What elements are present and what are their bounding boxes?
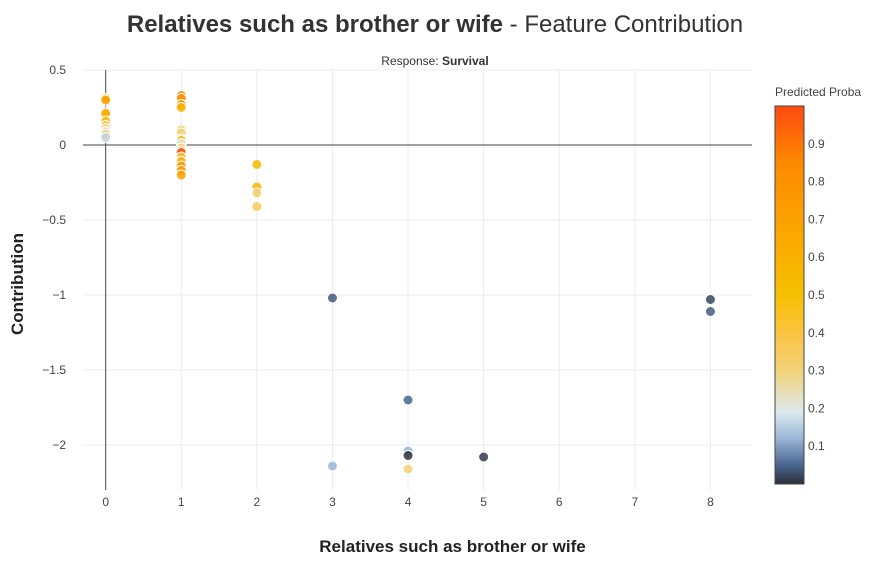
colorbar-tick-label: 0.9 — [808, 137, 825, 151]
x-tick-label: 1 — [178, 495, 185, 509]
y-tick-label: 0.5 — [49, 63, 66, 77]
x-tick-label: 5 — [480, 495, 487, 509]
colorbar-tick-label: 0.1 — [808, 439, 825, 453]
data-point — [402, 463, 414, 475]
y-axis-label: Contribution — [8, 233, 27, 335]
colorbar-tick-label: 0.4 — [808, 326, 825, 340]
y-tick-label: 0 — [59, 138, 66, 152]
data-point — [402, 450, 414, 461]
colorbar-tick-label: 0.8 — [808, 175, 825, 189]
colorbar-tick-label: 0.6 — [808, 250, 825, 264]
x-tick-labels: 0 1 2 3 4 5 6 7 8 — [102, 495, 714, 509]
data-point — [704, 294, 716, 305]
colorbar-title: Predicted Proba — [775, 85, 862, 99]
data-point — [704, 306, 716, 317]
subtitle-response: Survival — [442, 54, 489, 68]
colorbar-scale — [774, 105, 805, 485]
y-tick-label: −2 — [52, 438, 66, 452]
x-tick-label: 7 — [631, 495, 638, 509]
data-point — [251, 159, 263, 170]
y-tick-label: −1.5 — [42, 363, 66, 377]
colorbar: 0.1 0.2 0.3 0.4 0.5 0.6 0.7 0.8 0.9 — [774, 105, 825, 485]
data-point — [175, 169, 187, 181]
data-point — [251, 187, 263, 199]
x-tick-label: 6 — [556, 495, 563, 509]
x-tick-label: 3 — [329, 495, 336, 509]
colorbar-tick-label: 0.3 — [808, 364, 825, 378]
data-point — [100, 94, 112, 106]
chart-title-feature: Relatives such as brother or wife — [126, 11, 503, 38]
colorbar-tick-label: 0.5 — [808, 288, 825, 302]
colorbar-tick-label: 0.7 — [808, 212, 825, 226]
y-tick-label: −0.5 — [42, 213, 66, 227]
data-point — [478, 451, 490, 463]
x-tick-label: 8 — [707, 495, 714, 509]
x-tick-label: 0 — [102, 495, 109, 509]
x-axis-label: Relatives such as brother or wife — [319, 537, 586, 556]
data-point — [326, 460, 338, 472]
data-point — [251, 201, 263, 212]
data-point — [175, 102, 187, 113]
colorbar-tick-label: 0.2 — [808, 401, 825, 415]
y-tick-labels: 0.5 0 −0.5 −1 −1.5 −2 — [42, 63, 66, 452]
grid-lines — [83, 69, 752, 490]
chart-title-suffix: Feature Contribution — [524, 11, 744, 38]
data-point — [326, 292, 338, 304]
x-tick-label: 4 — [405, 495, 412, 509]
chart-title: Relatives such as brother or wife - Feat… — [0, 11, 870, 39]
x-tick-label: 2 — [254, 495, 261, 509]
y-tick-label: −1 — [52, 288, 66, 302]
data-points — [100, 90, 716, 475]
chart-subtitle: Response: Survival — [0, 54, 870, 68]
chart-title-separator: - — [503, 11, 525, 38]
subtitle-prefix: Response: — [381, 54, 442, 68]
data-point — [100, 132, 112, 143]
data-point — [402, 394, 414, 406]
